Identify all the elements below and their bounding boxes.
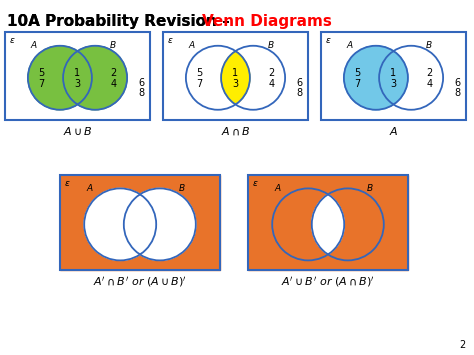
Text: 8: 8 [296,88,302,98]
Text: 3: 3 [232,79,238,89]
Text: $A$: $A$ [30,39,38,50]
Text: 4: 4 [427,79,433,89]
Polygon shape [221,51,250,104]
Text: 10A Probability Revision –: 10A Probability Revision – [7,14,235,29]
Text: $\varepsilon$: $\varepsilon$ [167,36,173,45]
Text: $\varepsilon$: $\varepsilon$ [325,36,331,45]
Text: Venn Diagrams: Venn Diagrams [202,14,332,29]
Text: 10A Probability Revision – Venn Diagrams: 10A Probability Revision – Venn Diagrams [7,14,365,29]
Circle shape [272,189,344,261]
Text: $B$: $B$ [426,39,433,50]
Circle shape [84,189,156,261]
Bar [60,175,220,270]
Circle shape [379,46,443,110]
Text: 6: 6 [296,78,302,88]
Circle shape [63,46,127,110]
Text: 1: 1 [232,68,238,78]
Text: $\mathit{A} \cap \mathit{B}$: $\mathit{A} \cap \mathit{B}$ [221,125,250,137]
Text: 5: 5 [38,68,45,78]
Text: $A$: $A$ [188,39,196,50]
Text: $A$: $A$ [86,182,94,193]
Text: $\mathit{A'} \cap \mathit{B'}$ or $(\mathit{A} \cup \mathit{B})'$: $\mathit{A'} \cap \mathit{B'}$ or $(\mat… [93,275,187,289]
Polygon shape [312,194,344,255]
Text: $\varepsilon$: $\varepsilon$ [64,179,71,188]
Circle shape [124,189,196,261]
Text: 6: 6 [138,78,144,88]
Text: $\varepsilon$: $\varepsilon$ [252,179,258,188]
Text: 5: 5 [196,68,202,78]
Bar [163,32,308,120]
Text: 1: 1 [391,68,397,78]
Text: 8: 8 [138,88,144,98]
Text: $B$: $B$ [366,182,374,193]
Text: 3: 3 [74,79,81,89]
Text: 8: 8 [454,88,460,98]
Text: $\mathit{A}$: $\mathit{A}$ [389,125,398,137]
Text: 2: 2 [269,68,275,78]
Circle shape [221,46,285,110]
Text: 2: 2 [110,68,117,78]
Text: $A$: $A$ [274,182,282,193]
Text: 1: 1 [74,68,81,78]
Text: 10A Probability Revision –: 10A Probability Revision – [7,14,235,29]
Text: 4: 4 [110,79,117,89]
Circle shape [186,46,250,110]
Text: $A$: $A$ [346,39,354,50]
Text: $B$: $B$ [109,39,117,50]
Text: $\varepsilon$: $\varepsilon$ [9,36,16,45]
Text: 5: 5 [354,68,360,78]
Circle shape [28,46,92,110]
Text: 3: 3 [391,79,397,89]
Bar [248,175,408,270]
Text: $\mathit{A'} \cup \mathit{B'}$ or $(\mathit{A} \cap \mathit{B})'$: $\mathit{A'} \cup \mathit{B'}$ or $(\mat… [281,275,375,289]
Text: 7: 7 [38,79,45,89]
Text: 7: 7 [354,79,360,89]
Text: $B$: $B$ [267,39,275,50]
Bar [5,32,150,120]
Text: 2: 2 [460,340,466,350]
Bar [321,32,466,120]
Text: 7: 7 [196,79,202,89]
Text: 2: 2 [427,68,433,78]
Text: 6: 6 [454,78,460,88]
Bar [60,175,220,270]
Text: $B$: $B$ [178,182,186,193]
Text: 4: 4 [269,79,275,89]
Circle shape [312,189,384,261]
Circle shape [344,46,408,110]
Text: $\mathit{A} \cup \mathit{B}$: $\mathit{A} \cup \mathit{B}$ [63,125,92,137]
Bar [248,175,408,270]
